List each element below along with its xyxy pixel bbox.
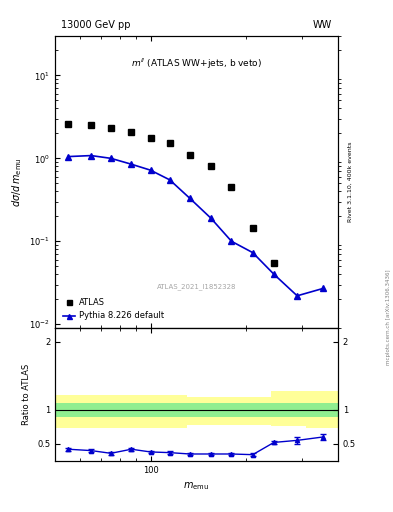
Pythia 8.226 default [108,155,113,161]
ATLAS [187,152,192,158]
Pythia 8.226 default [148,167,153,173]
ATLAS [66,121,70,127]
Y-axis label: $d\sigma/d\,m_{\mathrm{emu}}$: $d\sigma/d\,m_{\mathrm{emu}}$ [10,157,24,207]
Pythia 8.226 default [295,293,299,299]
ATLAS [167,139,172,145]
Text: $m^{ll}$ (ATLAS WW+jets, b veto): $m^{ll}$ (ATLAS WW+jets, b veto) [131,56,262,71]
ATLAS [229,184,234,190]
Line: Pythia 8.226 default: Pythia 8.226 default [65,153,326,298]
Legend: ATLAS, Pythia 8.226 default: ATLAS, Pythia 8.226 default [59,295,168,324]
Pythia 8.226 default [250,249,255,255]
ATLAS [209,163,213,169]
Y-axis label: Ratio to ATLAS: Ratio to ATLAS [22,364,31,425]
ATLAS [272,260,276,266]
Pythia 8.226 default [66,154,70,160]
Pythia 8.226 default [272,271,276,278]
Pythia 8.226 default [129,161,134,167]
Y-axis label: Rivet 3.1.10, 400k events: Rivet 3.1.10, 400k events [348,142,353,222]
Text: 13000 GeV pp: 13000 GeV pp [61,20,130,30]
Text: mcplots.cern.ch [arXiv:1306.3436]: mcplots.cern.ch [arXiv:1306.3436] [386,270,391,365]
Pythia 8.226 default [209,215,213,221]
ATLAS [129,129,134,135]
Text: ATLAS_2021_I1852328: ATLAS_2021_I1852328 [157,283,236,290]
ATLAS [250,225,255,231]
Pythia 8.226 default [187,195,192,201]
Text: WW: WW [313,20,332,30]
ATLAS [148,135,153,141]
Pythia 8.226 default [321,285,325,291]
ATLAS [108,125,113,132]
X-axis label: $m_{\mathrm{emu}}$: $m_{\mathrm{emu}}$ [184,480,209,492]
Pythia 8.226 default [167,177,172,183]
Pythia 8.226 default [229,238,234,244]
Line: ATLAS: ATLAS [65,121,277,266]
ATLAS [89,121,94,127]
Pythia 8.226 default [89,153,94,159]
